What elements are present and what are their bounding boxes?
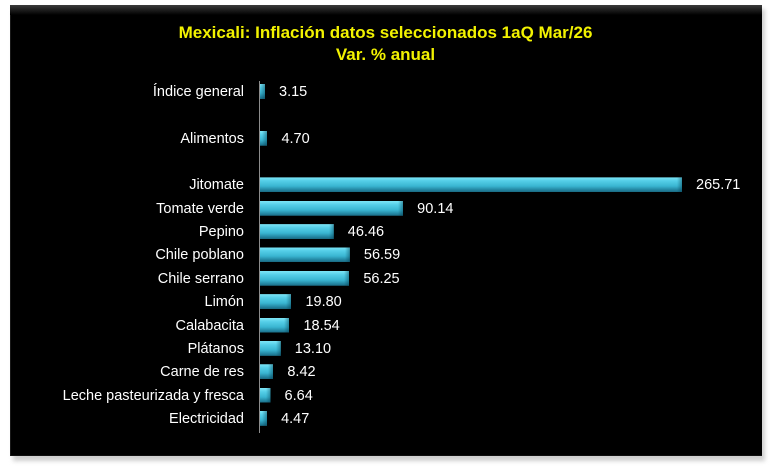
bar	[260, 247, 350, 263]
data-label: 56.59	[363, 247, 401, 264]
bar	[260, 410, 268, 426]
data-label: 56.25	[363, 270, 400, 287]
bar-row: Carne de res 8.42	[0, 364, 771, 380]
data-label: 4.47	[281, 410, 310, 427]
bar-row: Índice general 3.15	[0, 84, 771, 100]
chart-title: Mexicali: Inflación datos seleccionados …	[0, 22, 771, 66]
bar-row: Plátanos 13.10	[0, 340, 771, 357]
bar	[260, 340, 281, 356]
bar	[260, 200, 404, 216]
bar-row: Electricidad 4.47	[0, 410, 771, 427]
bar	[260, 84, 265, 99]
data-label: 46.46	[347, 224, 385, 241]
bar-row: Calabacita 18.54	[0, 317, 771, 334]
data-label: 6.64	[284, 387, 313, 404]
bar-row: Pepino 46.46	[0, 224, 771, 240]
data-label: 18.54	[303, 317, 340, 334]
category-label: Carne de res	[160, 364, 244, 381]
bar-row: Alimentos 4.70	[0, 130, 771, 147]
category-label: Pepino	[198, 224, 244, 241]
bar-row: Leche pasteurizada y fresca 6.64	[0, 387, 771, 404]
bar-row: Chile poblano 56.59	[0, 247, 771, 263]
bar	[260, 130, 268, 146]
chart-title-line1: Mexicali: Inflación datos seleccionados …	[178, 23, 593, 42]
bar	[260, 270, 350, 286]
category-axis-line	[259, 81, 260, 433]
bar	[260, 387, 271, 403]
chart-panel	[10, 5, 762, 456]
bar	[260, 364, 274, 380]
data-label: 265.71	[696, 177, 741, 194]
category-label: Limón	[204, 294, 245, 311]
data-label: 13.10	[294, 340, 332, 357]
data-label: 8.42	[287, 364, 316, 381]
chart-subtitle: Var. % anual	[335, 45, 436, 64]
bar	[260, 224, 334, 240]
category-label: Chile poblano	[155, 247, 244, 264]
bar	[260, 294, 292, 310]
data-label: 3.15	[279, 84, 308, 100]
bar-row: Limón 19.80	[0, 294, 771, 310]
category-label: Jitomate	[189, 177, 244, 194]
bar	[260, 317, 290, 333]
category-label: Tomate verde	[156, 200, 244, 217]
category-label: Electricidad	[169, 410, 244, 427]
data-label: 4.70	[281, 130, 310, 147]
bar	[260, 177, 682, 193]
data-label: 19.80	[305, 294, 342, 311]
data-label: 90.14	[417, 200, 454, 217]
bar-row: Tomate verde 90.14	[0, 200, 771, 217]
category-label: Chile serrano	[157, 270, 244, 287]
category-label: Leche pasteurizada y fresca	[62, 387, 244, 404]
category-label: Calabacita	[175, 317, 244, 334]
category-label: Plátanos	[187, 340, 244, 357]
bar-row: Jitomate 265.71	[0, 177, 771, 193]
category-label: Alimentos	[180, 130, 244, 147]
bar-row: Chile serrano 56.25	[0, 270, 771, 287]
category-label: Índice general	[152, 84, 244, 100]
